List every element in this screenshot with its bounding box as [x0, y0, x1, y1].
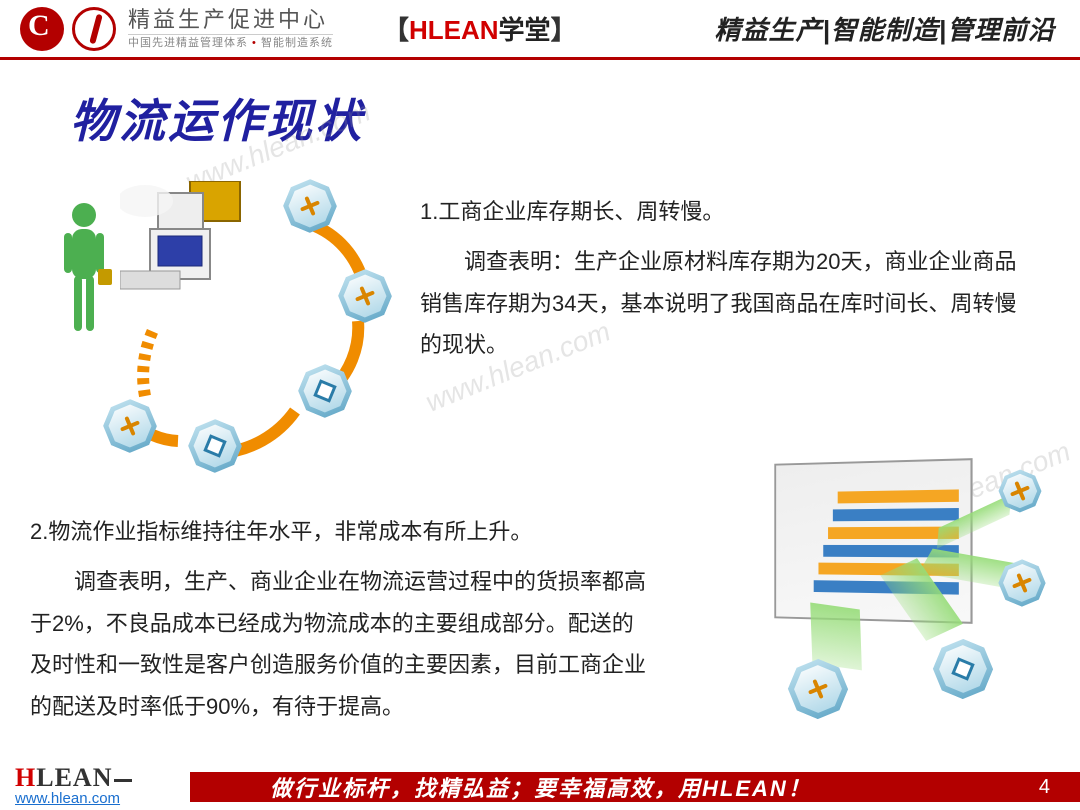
- org-sub-a: 中国先进精益管理体系: [128, 37, 248, 49]
- logo-h: H: [15, 763, 36, 792]
- hlean-red: HLEAN: [409, 15, 499, 45]
- x-mark-icon: [1009, 570, 1035, 596]
- school-text: 学堂: [499, 15, 551, 45]
- section-1: 1.工商企业库存期长、周转慢。 调查表明：生产企业原材料库存期为20天，商业企业…: [420, 191, 1020, 366]
- footer-logo: HLEAN www.hlean.com: [15, 765, 132, 806]
- cycle-diagram: [60, 171, 400, 501]
- node-icon: [926, 632, 999, 705]
- org-sub-b: 智能制造系统: [261, 37, 333, 49]
- header-right: 精益生产|智能制造|管理前沿: [714, 10, 1060, 47]
- org-subtitle: 中国先进精益管理体系 • 智能制造系统: [128, 34, 333, 50]
- x-mark-icon: [117, 413, 143, 439]
- footer-page-number: 4: [1039, 776, 1050, 799]
- footer-bar: 做行业标杆，找精弘益；要幸福高效，用HLEAN！ 4: [190, 772, 1080, 802]
- square-mark-icon: [313, 379, 337, 403]
- header-org-block: 精益生产促进中心 中国先进精益管理体系 • 智能制造系统: [128, 7, 333, 50]
- x-mark-icon: [297, 193, 323, 219]
- header-middle: 【HLEAN学堂】: [383, 10, 577, 47]
- square-mark-icon: [203, 434, 227, 458]
- slide-title: 物流运作现状: [70, 85, 1080, 151]
- footer-url[interactable]: www.hlean.com: [15, 791, 132, 806]
- logo-c-icon: [20, 7, 64, 51]
- section-1-body: 调查表明：生产企业原材料库存期为20天，商业企业商品销售库存期为34天，基本说明…: [420, 241, 1020, 366]
- org-title: 精益生产促进中心: [128, 7, 333, 33]
- header: 精益生产促进中心 中国先进精益管理体系 • 智能制造系统 【HLEAN学堂】 精…: [0, 0, 1080, 60]
- section-2-heading: 2.物流作业指标维持往年水平，非常成本有所上升。: [30, 511, 650, 553]
- footer-slogan: 做行业标杆，找精弘益；要幸福高效，用HLEAN！: [270, 771, 812, 803]
- section-2: 2.物流作业指标维持往年水平，非常成本有所上升。 调查表明，生产、商业企业在物流…: [30, 511, 650, 728]
- x-mark-icon: [352, 283, 378, 309]
- logo-lean: LEAN: [36, 763, 112, 792]
- footer-hlean-text: HLEAN: [15, 765, 132, 791]
- monitor-diagram: [710, 461, 1060, 761]
- footer: HLEAN www.hlean.com 做行业标杆，找精弘益；要幸福高效，用HL…: [0, 766, 1080, 810]
- square-mark-icon: [951, 657, 975, 681]
- section-1-heading: 1.工商企业库存期长、周转慢。: [420, 191, 1020, 233]
- logo-group: [20, 7, 116, 51]
- bar-stripe: [838, 489, 959, 503]
- bracket-l: 【: [383, 15, 409, 45]
- x-mark-icon: [1007, 478, 1033, 504]
- logo-ring-icon: [72, 7, 116, 51]
- content-area: www.hlean.com www.hlean.com www.hlean.co…: [0, 161, 1080, 781]
- section-2-body: 调查表明，生产、商业企业在物流运营过程中的货损率都高于2%，不良品成本已经成为物…: [30, 561, 650, 728]
- bracket-r: 】: [551, 15, 577, 45]
- x-mark-icon: [805, 676, 831, 702]
- bar-stripe: [833, 508, 959, 521]
